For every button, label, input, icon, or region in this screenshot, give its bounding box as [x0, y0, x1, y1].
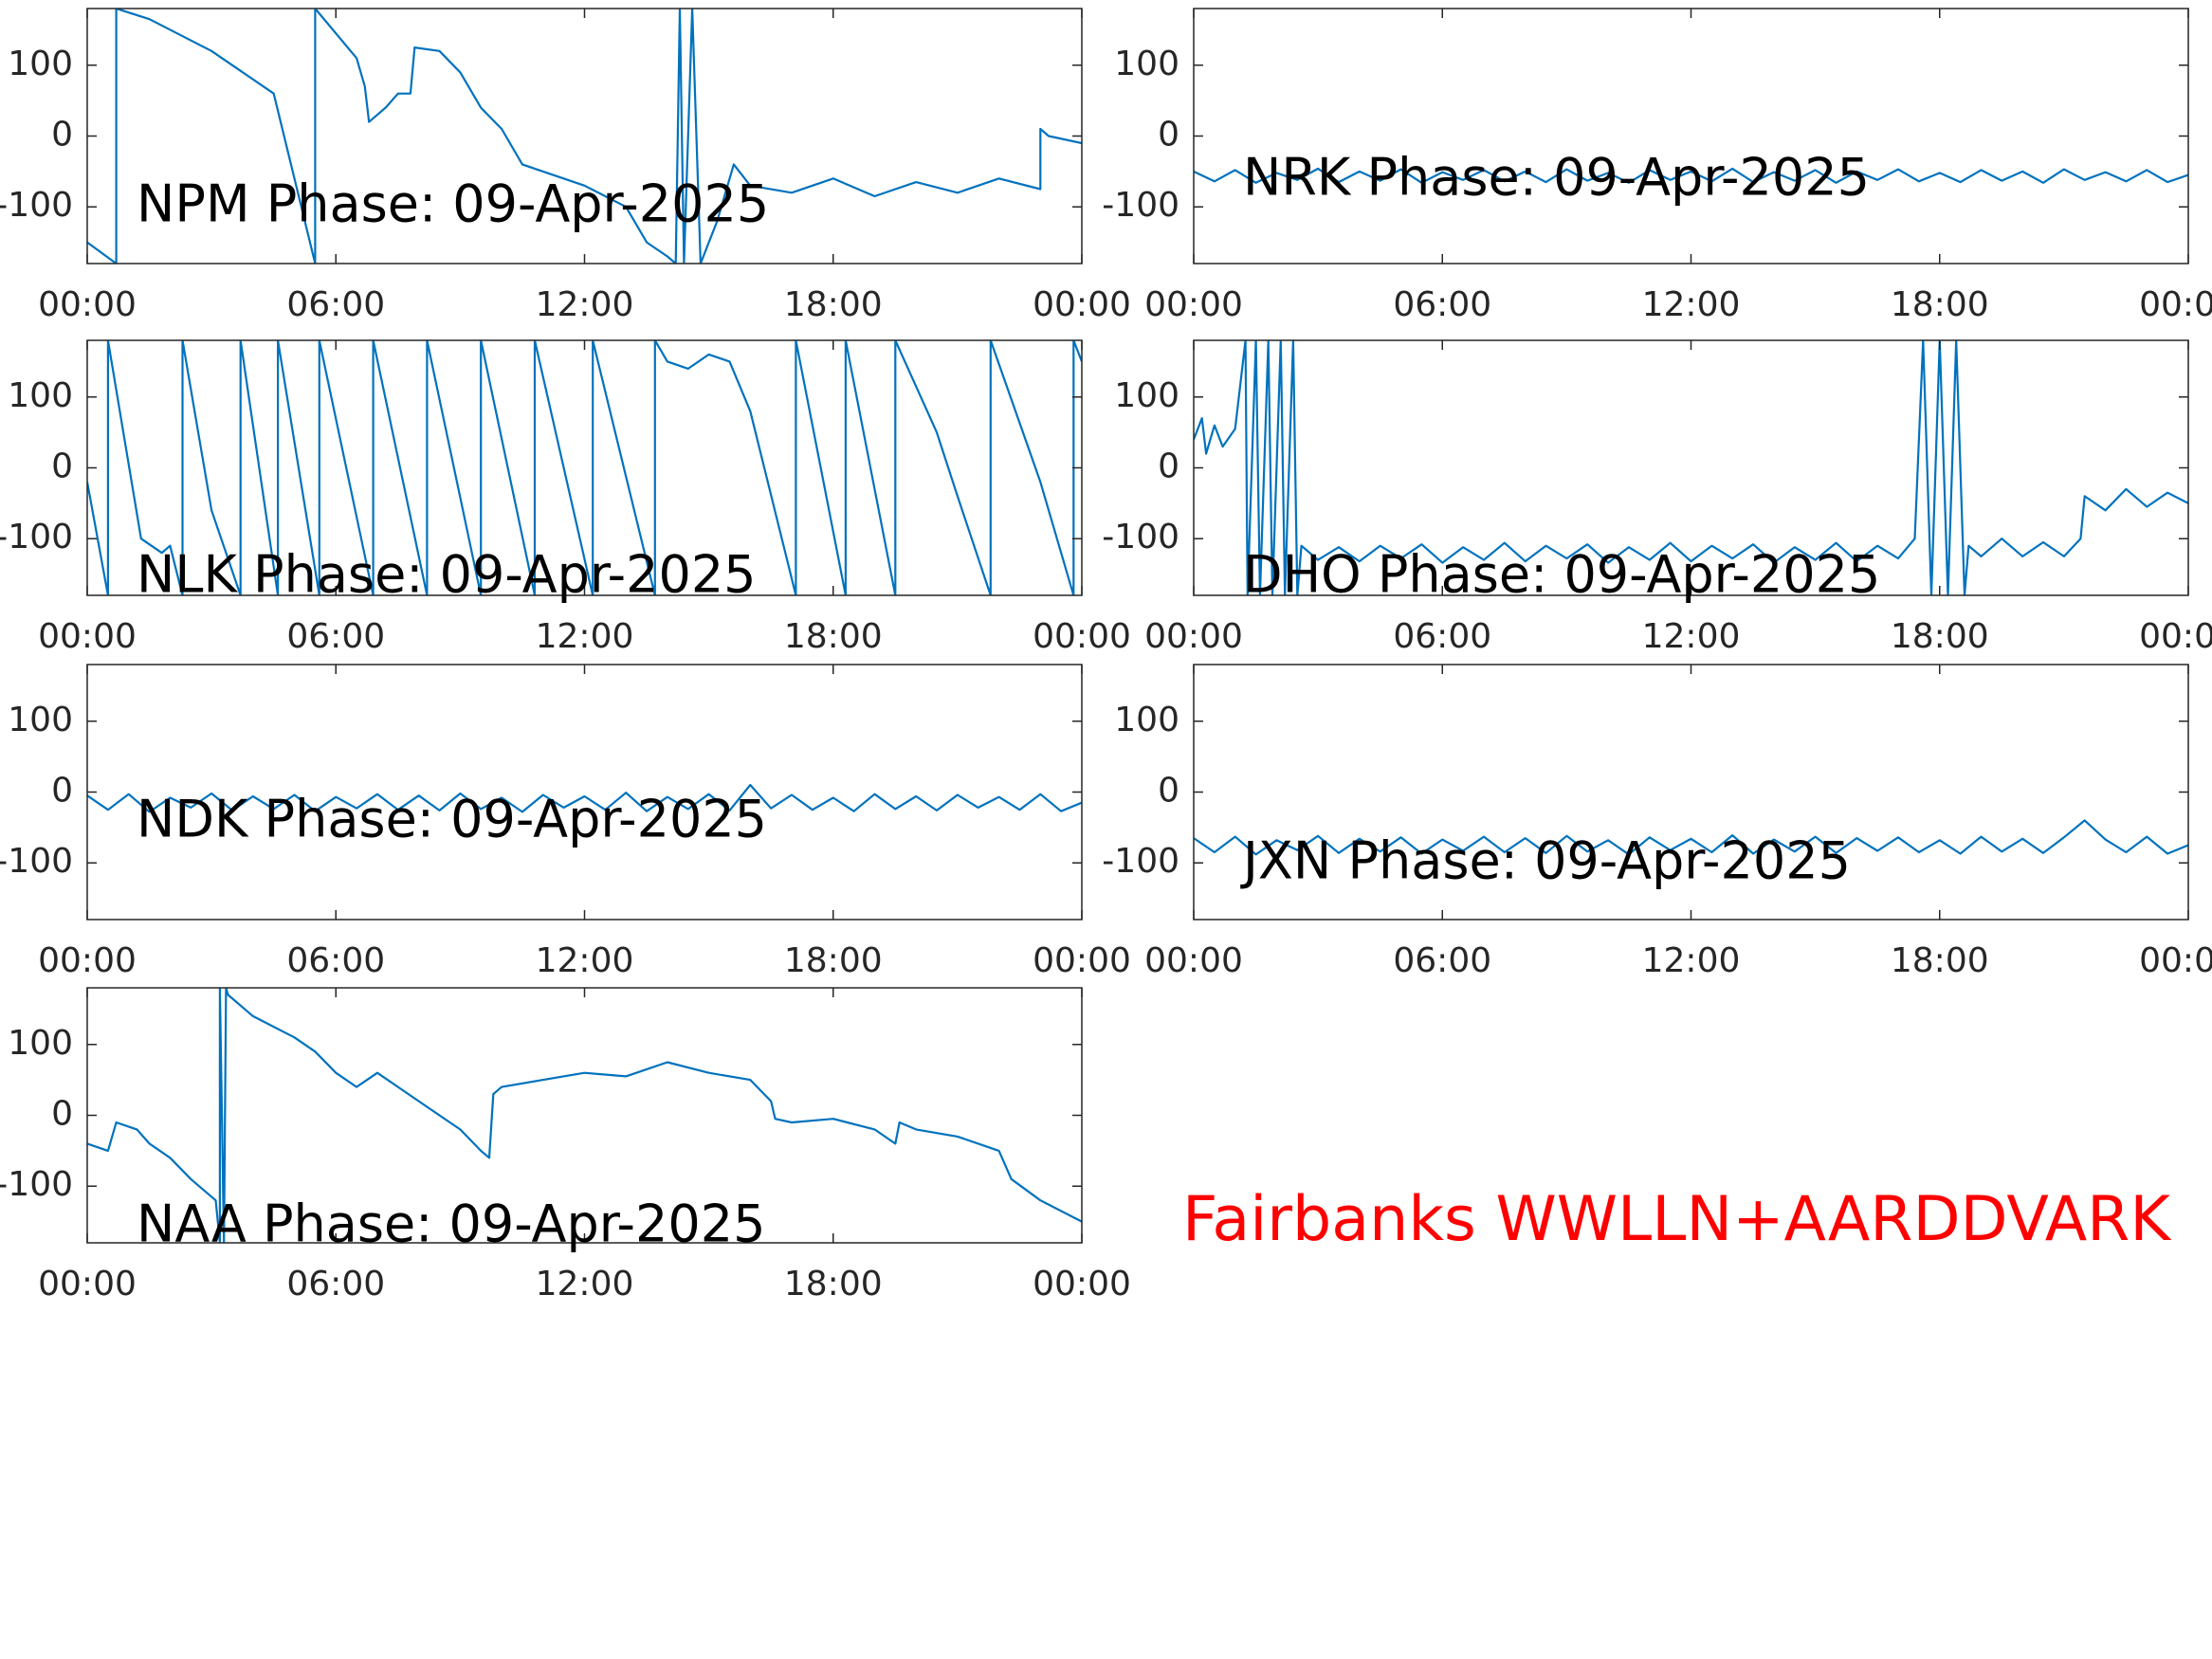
y-tick-label: 100	[8, 376, 73, 415]
x-tick-label: 18:00	[784, 285, 883, 324]
panel-title: DHO Phase: 09-Apr-2025	[1243, 545, 1880, 605]
axes-box	[1193, 8, 2189, 264]
y-tick-label: -100	[1102, 842, 1179, 881]
x-tick-label: 00:00	[38, 285, 137, 324]
x-tick-label: 00:00	[2139, 285, 2212, 324]
x-tick-label: 18:00	[1891, 941, 1989, 980]
data-line	[1194, 340, 2188, 595]
x-tick-label: 06:00	[1393, 617, 1491, 656]
x-tick-label: 18:00	[784, 617, 883, 656]
x-tick-label: 06:00	[286, 941, 385, 980]
panel: 00:00 06:00 12:00 18:00 00:00 -100 0 100 NPM Pha…	[0, 8, 1131, 324]
x-tick-label: 00:00	[1144, 941, 1243, 980]
y-tick-label: 100	[8, 701, 73, 739]
panel-title: NDK Phase: 09-Apr-2025	[137, 790, 767, 849]
x-tick-label: 12:00	[1642, 617, 1741, 656]
y-tick-label: -100	[1102, 518, 1179, 556]
y-tick-label: 100	[8, 1024, 73, 1063]
panel: 00:00 06:00 12:00 18:00 00:00 -100 0 100 NDK Pha…	[0, 664, 1131, 980]
x-tick-label: 00:00	[38, 1265, 137, 1304]
y-tick-label: 0	[51, 447, 73, 486]
x-tick-label: 00:00	[1144, 617, 1243, 656]
x-tick-label: 00:00	[1144, 285, 1243, 324]
panel-title: NRK Phase: 09-Apr-2025	[1243, 148, 1870, 208]
x-tick-label: 12:00	[1642, 285, 1741, 324]
x-tick-label: 18:00	[1891, 285, 1989, 324]
data-line	[87, 9, 1082, 264]
y-tick-label: 100	[1114, 701, 1179, 739]
x-tick-label: 06:00	[286, 617, 385, 656]
x-tick-label: 00:00	[38, 941, 137, 980]
x-tick-label: 00:00	[1033, 941, 1131, 980]
y-tick-label: -100	[0, 518, 73, 556]
y-tick-label: -100	[0, 842, 73, 881]
x-tick-label: 06:00	[1393, 285, 1491, 324]
x-tick-label: 00:00	[2139, 941, 2212, 980]
x-tick-label: 12:00	[536, 941, 634, 980]
panel: 00:00 06:00 12:00 18:00 00:00 -100 0 100 JXN Pha…	[1102, 664, 2212, 980]
x-tick-label: 00:00	[38, 617, 137, 656]
y-tick-label: -100	[0, 1165, 73, 1204]
y-tick-label: 0	[51, 116, 73, 155]
data-line	[87, 783, 1082, 813]
x-tick-label: 00:00	[1033, 285, 1131, 324]
y-tick-label: 100	[1114, 376, 1179, 415]
panel: 00:00 06:00 12:00 18:00 00:00 -100 0 100 NAA Pha…	[0, 987, 1131, 1304]
x-tick-label: 12:00	[1642, 941, 1741, 980]
x-tick-label: 18:00	[784, 941, 883, 980]
y-tick-label: 100	[8, 45, 73, 83]
panel: 00:00 06:00 12:00 18:00 00:00 -100 0 100 DHO Pha…	[1102, 339, 2212, 656]
x-tick-label: 00:00	[1033, 1265, 1131, 1304]
panel-title: JXN Phase: 09-Apr-2025	[1240, 831, 1851, 891]
x-tick-label: 12:00	[536, 285, 634, 324]
x-tick-label: 18:00	[784, 1265, 883, 1304]
y-tick-label: 0	[1158, 772, 1179, 811]
x-tick-label: 06:00	[286, 1265, 385, 1304]
y-tick-label: 100	[1114, 45, 1179, 83]
data-line	[87, 988, 1082, 1243]
data-line	[1194, 167, 2188, 184]
data-line	[1194, 819, 2188, 856]
x-tick-label: 00:00	[2139, 617, 2212, 656]
y-tick-label: -100	[0, 186, 73, 225]
data-line	[87, 340, 1082, 595]
panel-title: NPM Phase: 09-Apr-2025	[137, 174, 769, 234]
y-tick-label: -100	[1102, 186, 1179, 225]
annotation: Fairbanks WWLLN+AARDDVARK	[1182, 1184, 2171, 1255]
y-tick-label: 0	[1158, 116, 1179, 155]
panel: 00:00 06:00 12:00 18:00 00:00 -100 0 100 NLK Pha…	[0, 339, 1131, 656]
x-tick-label: 12:00	[536, 617, 634, 656]
x-tick-label: 18:00	[1891, 617, 1989, 656]
y-tick-label: 0	[51, 772, 73, 811]
panel-title: NLK Phase: 09-Apr-2025	[137, 545, 757, 605]
panel: 00:00 06:00 12:00 18:00 00:00 -100 0 100 NRK Pha…	[1102, 8, 2212, 324]
x-tick-label: 06:00	[286, 285, 385, 324]
x-tick-label: 12:00	[536, 1265, 634, 1304]
panel-title: NAA Phase: 09-Apr-2025	[137, 1194, 765, 1254]
y-tick-label: 0	[51, 1095, 73, 1134]
y-tick-label: 0	[1158, 447, 1179, 486]
x-tick-label: 06:00	[1393, 941, 1491, 980]
x-tick-label: 00:00	[1033, 617, 1131, 656]
